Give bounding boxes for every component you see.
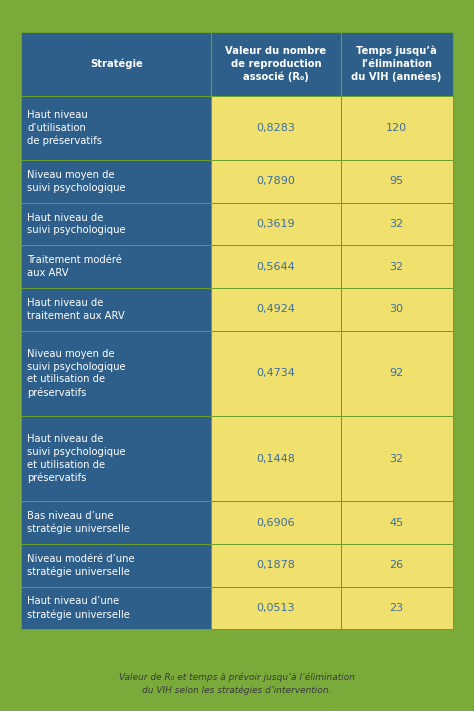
Bar [21,245,211,288]
Text: Bas niveau d’une
stratégie universelle: Bas niveau d’une stratégie universelle [27,510,130,535]
Text: 0,4924: 0,4924 [256,304,295,314]
Text: Valeur de R₀ et temps à prévoir jusqu’à l’élimination
du VIH selon les stratégie: Valeur de R₀ et temps à prévoir jusqu’à … [119,673,355,695]
Bar [340,288,453,331]
Bar [211,501,340,544]
Bar [211,160,340,203]
Text: 32: 32 [390,454,404,464]
Text: 30: 30 [390,304,403,314]
Bar [211,331,340,416]
Bar [21,203,211,245]
Bar [21,331,211,416]
Bar [340,96,453,160]
Text: Haut niveau de
traitement aux ARV: Haut niveau de traitement aux ARV [27,298,125,321]
Text: 26: 26 [390,560,404,570]
Text: Valeur du nombre
de reproduction
associé (R₀): Valeur du nombre de reproduction associé… [225,46,327,82]
Bar [340,416,453,501]
Text: 95: 95 [390,176,404,186]
Bar [340,544,453,587]
Text: Haut niveau
d’utilisation
de préservatifs: Haut niveau d’utilisation de préservatif… [27,109,102,146]
Text: Niveau moyen de
suivi psychologique: Niveau moyen de suivi psychologique [27,170,126,193]
Text: 0,1878: 0,1878 [256,560,295,570]
Bar [340,501,453,544]
Bar [21,160,211,203]
Text: Stratégie: Stratégie [90,59,143,69]
Bar [340,245,453,288]
Bar [340,587,453,629]
Bar [211,544,340,587]
Bar [211,203,340,245]
Text: Haut niveau de
suivi psychologique: Haut niveau de suivi psychologique [27,213,126,235]
Bar [21,501,211,544]
Bar [211,96,340,160]
Bar [21,587,211,629]
Text: 0,7890: 0,7890 [256,176,295,186]
Text: 120: 120 [386,123,407,133]
Bar [340,160,453,203]
Bar [211,587,340,629]
Bar [340,32,453,96]
Text: 23: 23 [390,603,404,613]
Text: Temps jusqu’à
l’élimination
du VIH (années): Temps jusqu’à l’élimination du VIH (anné… [351,46,442,82]
Bar [21,416,211,501]
Bar [21,544,211,587]
Text: 0,6906: 0,6906 [256,518,295,528]
Text: Niveau modéré d’une
stratégie universelle: Niveau modéré d’une stratégie universell… [27,553,135,577]
Text: 32: 32 [390,219,404,229]
Text: 0,0513: 0,0513 [256,603,295,613]
Bar [21,288,211,331]
Text: 92: 92 [390,368,404,378]
Text: 0,4734: 0,4734 [256,368,295,378]
Bar [211,288,340,331]
Text: Haut niveau de
suivi psychologique
et utilisation de
préservatifs: Haut niveau de suivi psychologique et ut… [27,434,126,483]
Bar [211,245,340,288]
Text: 0,5644: 0,5644 [256,262,295,272]
Text: 0,1448: 0,1448 [256,454,295,464]
Bar [21,96,211,160]
Text: 45: 45 [390,518,404,528]
Bar [21,32,211,96]
Text: Niveau moyen de
suivi psychologique
et utilisation de
préservatifs: Niveau moyen de suivi psychologique et u… [27,348,126,398]
Text: 0,3619: 0,3619 [256,219,295,229]
Bar [211,32,340,96]
Text: Haut niveau d’une
stratégie universelle: Haut niveau d’une stratégie universelle [27,596,130,620]
Bar [340,203,453,245]
Text: Traitement modéré
aux ARV: Traitement modéré aux ARV [27,255,122,278]
Text: 0,8283: 0,8283 [256,123,295,133]
Bar [340,331,453,416]
Text: 32: 32 [390,262,404,272]
Bar [211,416,340,501]
